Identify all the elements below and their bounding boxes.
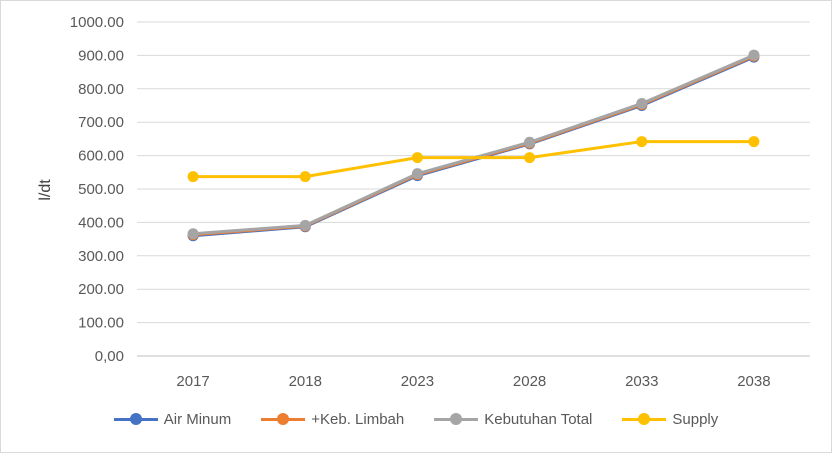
y-tick-label: 900.00 xyxy=(78,47,124,64)
legend-label: Supply xyxy=(672,410,719,428)
data-point xyxy=(636,136,648,148)
legend-swatch xyxy=(434,412,479,426)
legend-label: +Keb. Limbah xyxy=(311,410,405,428)
y-tick-label: 800.00 xyxy=(78,81,124,98)
line-chart: 0,00 100.00 200.00 300.00 400.00 500.00 600.00… xyxy=(37,14,810,390)
series-line xyxy=(192,53,755,236)
series-0 xyxy=(187,51,760,242)
data-point xyxy=(411,168,423,180)
legend-label: Air Minum xyxy=(163,410,232,428)
x-tick-label: 2033 xyxy=(625,373,658,390)
x-tick-labels: 2017 2018 2023 2028 2033 2038 xyxy=(176,373,770,390)
legend-item: +Keb. Limbah xyxy=(261,411,404,428)
y-tick-label: 200.00 xyxy=(78,281,124,298)
y-tick-labels: 0,00 100.00 200.00 300.00 400.00 500.00 600.00… xyxy=(70,14,124,365)
y-tick-label: 700.00 xyxy=(78,114,124,131)
x-tick-label: 2018 xyxy=(289,373,322,390)
legend-label: Kebutuhan Total xyxy=(484,410,593,428)
series-line xyxy=(192,55,755,238)
data-point xyxy=(299,171,311,183)
series-1 xyxy=(187,50,760,241)
data-point xyxy=(748,136,760,148)
legend-swatch xyxy=(113,412,158,426)
legend-item: Supply xyxy=(622,411,718,428)
y-tick-label: 0,00 xyxy=(95,348,124,365)
series-line xyxy=(192,54,755,237)
data-point xyxy=(636,97,648,109)
x-tick-label: 2038 xyxy=(737,373,770,390)
y-tick-label: 500.00 xyxy=(78,181,124,198)
data-point xyxy=(411,152,423,164)
y-tick-label: 600.00 xyxy=(78,148,124,165)
y-tick-label: 1000.00 xyxy=(70,14,124,31)
series-line xyxy=(193,140,754,179)
series-3 xyxy=(187,136,760,183)
x-tick-label: 2028 xyxy=(513,373,546,390)
legend-swatch xyxy=(622,412,667,426)
data-point xyxy=(524,136,536,148)
legend-swatch xyxy=(261,412,306,426)
legend-item: Kebutuhan Total xyxy=(434,411,592,428)
y-axis-title: l/dt xyxy=(37,179,54,201)
data-point xyxy=(299,219,311,231)
x-tick-label: 2023 xyxy=(401,373,434,390)
legend-item: Air Minum xyxy=(113,410,232,428)
gridlines xyxy=(137,21,810,357)
data-point xyxy=(748,49,760,61)
data-point xyxy=(187,228,199,240)
legend: Air Minum +Keb. Limbah Kebutuhan Total Supp… xyxy=(0,404,832,434)
y-tick-label: 400.00 xyxy=(78,214,124,231)
y-tick-label: 100.00 xyxy=(78,315,124,332)
data-point xyxy=(187,171,199,183)
x-tick-label: 2017 xyxy=(176,373,209,390)
data-point xyxy=(524,152,536,164)
y-tick-label: 300.00 xyxy=(78,248,124,265)
series-2 xyxy=(187,49,760,240)
series-lines xyxy=(187,49,760,242)
